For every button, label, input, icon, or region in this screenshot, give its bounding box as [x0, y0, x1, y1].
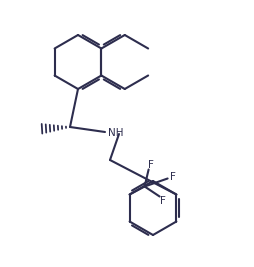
Text: NH: NH — [108, 128, 123, 138]
Text: F: F — [148, 159, 154, 170]
Text: F: F — [170, 171, 176, 182]
Text: F: F — [160, 195, 166, 206]
